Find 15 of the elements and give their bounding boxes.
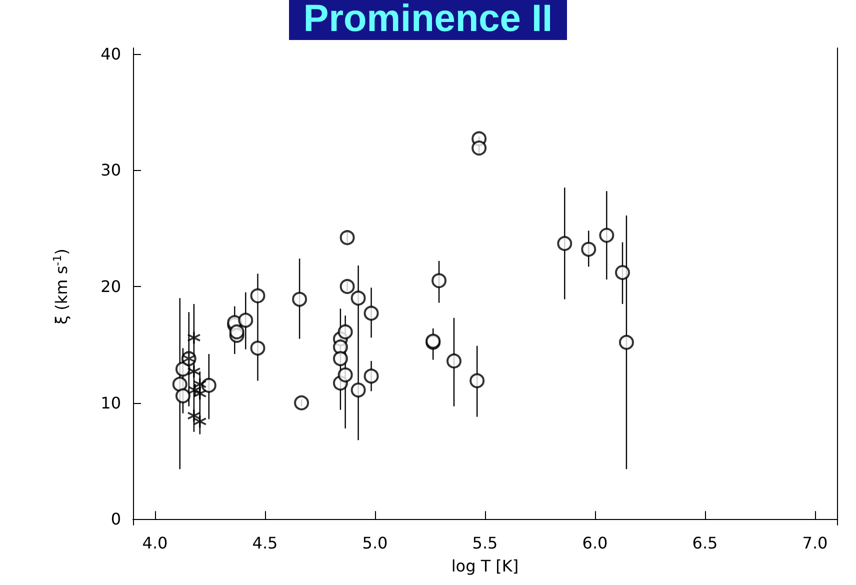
x-tick-label: 5.5 xyxy=(472,534,498,552)
x-axis-title: log T [K] xyxy=(451,556,519,576)
x-tick-label: 4.0 xyxy=(142,534,168,552)
y-tick-label: 30 xyxy=(100,160,121,180)
x-tick-label: 5.0 xyxy=(362,534,388,552)
y-tick-label: 0 xyxy=(110,510,121,529)
x-tick-label: 7.0 xyxy=(802,534,828,552)
chart-title: Prominence II xyxy=(289,0,567,40)
y-tick-label: 10 xyxy=(100,393,121,412)
y-tick-label: 20 xyxy=(100,277,121,296)
x-tick-label: 4.5 xyxy=(252,534,278,552)
x-tick-label: 6.0 xyxy=(582,534,608,552)
x-tick-label: 6.5 xyxy=(692,534,718,552)
y-tick-label: 40 xyxy=(100,44,121,64)
y-axis-title: ξ (km s-1) xyxy=(51,248,71,324)
